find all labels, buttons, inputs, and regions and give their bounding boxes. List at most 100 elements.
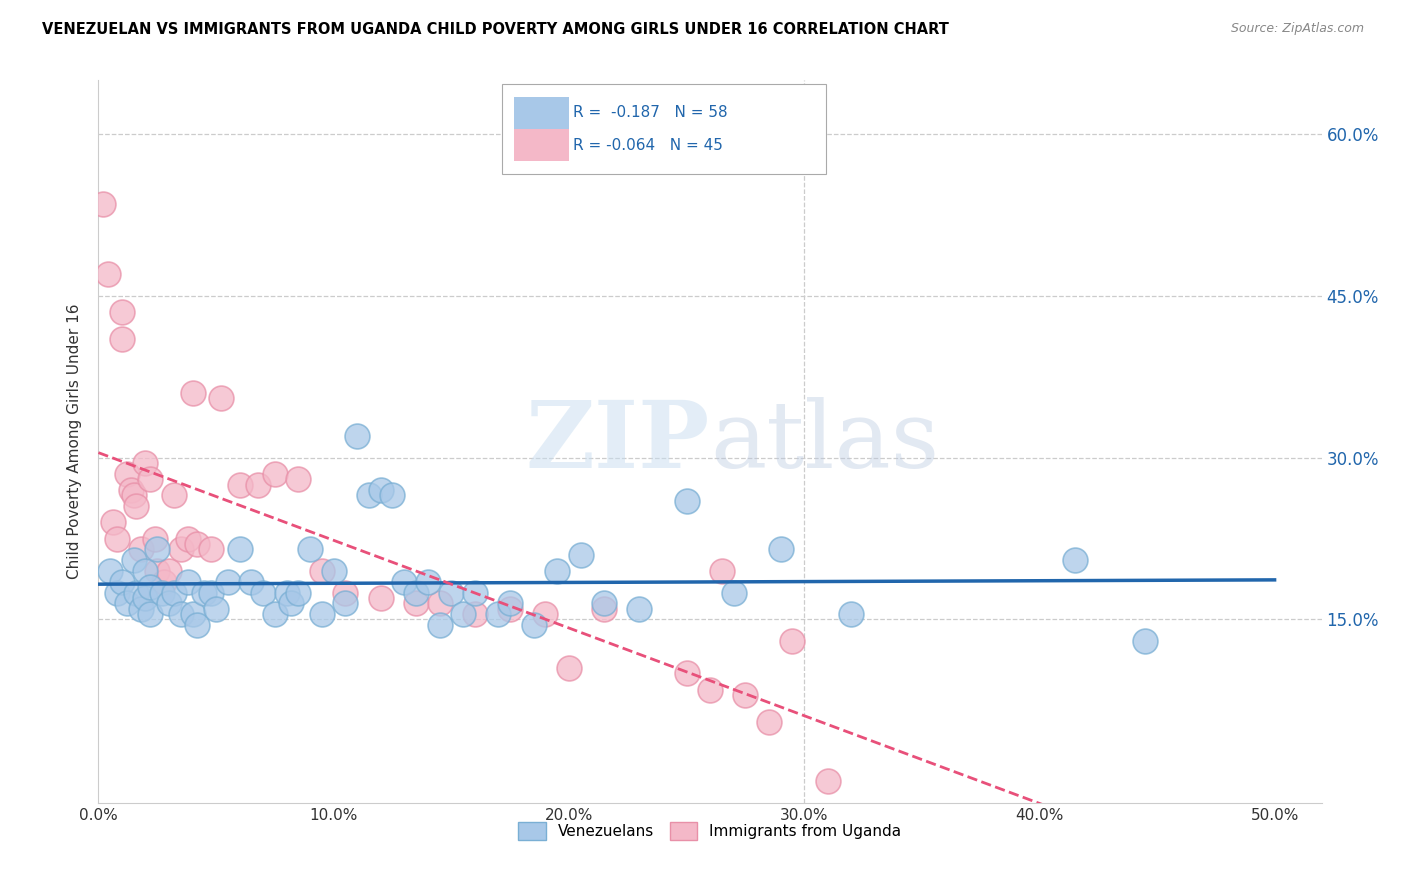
Point (205, 601, 228, 615)
Point (186, 537, 208, 551)
Point (569, 548, 592, 562)
Point (429, 596, 451, 610)
Point (1135, 634, 1157, 648)
Point (170, 607, 193, 621)
Point (111, 574, 134, 589)
Point (247, 477, 270, 491)
Point (311, 564, 333, 578)
Point (122, 553, 145, 567)
Point (163, 488, 186, 502)
Point (139, 580, 162, 594)
Point (129, 542, 152, 557)
Point (163, 585, 186, 599)
Point (105, 532, 128, 546)
Point (157, 564, 180, 578)
Point (134, 456, 156, 470)
Point (1063, 553, 1085, 567)
Point (115, 467, 138, 481)
Point (593, 596, 616, 610)
Point (177, 574, 200, 589)
FancyBboxPatch shape (502, 84, 827, 174)
FancyBboxPatch shape (515, 97, 569, 128)
Point (499, 596, 522, 610)
Point (150, 585, 173, 599)
Point (405, 596, 427, 610)
Point (628, 601, 651, 615)
Point (499, 601, 522, 615)
Point (200, 585, 222, 599)
Point (839, 607, 862, 621)
Point (486, 607, 509, 621)
Point (299, 542, 322, 557)
Point (464, 585, 486, 599)
Point (734, 688, 756, 702)
Point (263, 607, 285, 621)
Text: R = -0.064   N = 45: R = -0.064 N = 45 (574, 137, 723, 153)
Text: R =  -0.187   N = 58: R = -0.187 N = 58 (574, 105, 728, 120)
Text: ZIP: ZIP (526, 397, 710, 486)
Point (157, 596, 180, 610)
Point (111, 305, 134, 319)
Point (335, 585, 357, 599)
Point (153, 574, 176, 589)
Text: Source: ZipAtlas.com: Source: ZipAtlas.com (1230, 22, 1364, 36)
Point (217, 574, 239, 589)
Point (228, 542, 250, 557)
Point (139, 607, 162, 621)
Point (186, 618, 208, 632)
Point (782, 634, 804, 648)
Point (451, 607, 474, 621)
Point (346, 429, 368, 443)
Point (723, 585, 745, 599)
Point (263, 467, 285, 481)
Point (335, 596, 357, 610)
Point (523, 618, 546, 632)
Point (252, 585, 274, 599)
Legend: Venezuelans, Immigrants from Uganda: Venezuelans, Immigrants from Uganda (512, 816, 908, 846)
Point (699, 682, 721, 697)
Point (429, 618, 451, 632)
Point (240, 574, 263, 589)
Point (280, 596, 302, 610)
Point (392, 574, 416, 589)
Point (311, 607, 333, 621)
Point (134, 591, 156, 605)
Point (120, 483, 142, 497)
Point (98, 564, 121, 578)
Point (91, 197, 114, 211)
Point (143, 532, 166, 546)
Point (139, 472, 162, 486)
Point (675, 666, 697, 681)
Point (177, 532, 200, 546)
Point (558, 661, 581, 675)
Point (322, 564, 344, 578)
Point (200, 542, 222, 557)
Point (115, 596, 138, 610)
Point (146, 542, 169, 557)
Point (464, 607, 486, 621)
Point (181, 386, 204, 401)
Point (111, 332, 134, 346)
Point (710, 564, 733, 578)
Point (125, 500, 148, 514)
Text: atlas: atlas (710, 397, 939, 486)
Point (170, 542, 193, 557)
Point (97, 268, 120, 282)
Point (209, 392, 232, 406)
Point (357, 488, 380, 502)
Point (101, 516, 124, 530)
Point (534, 607, 557, 621)
Point (146, 564, 169, 578)
Point (416, 574, 439, 589)
Point (193, 585, 215, 599)
Point (122, 488, 145, 502)
Point (129, 601, 152, 615)
Point (228, 477, 250, 491)
Point (105, 585, 128, 599)
Point (758, 714, 780, 729)
FancyBboxPatch shape (515, 129, 569, 161)
Point (287, 585, 309, 599)
Point (675, 493, 697, 508)
Point (440, 585, 463, 599)
Point (381, 488, 404, 502)
